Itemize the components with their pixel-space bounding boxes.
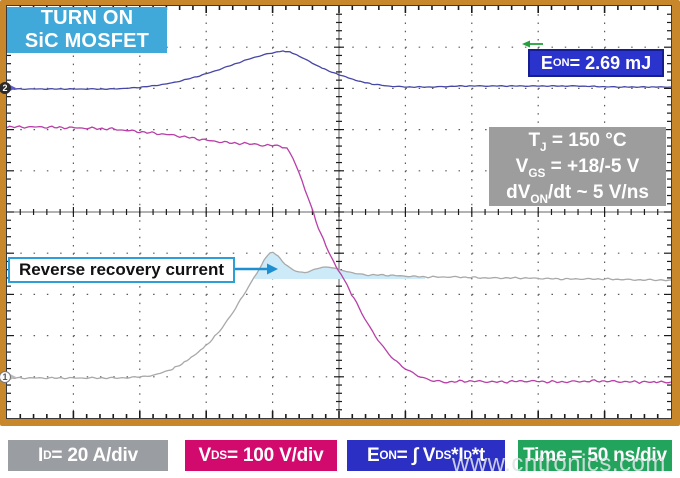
reverse-recovery-area xyxy=(254,252,425,279)
legend-time-scale: Time = 50 ns/div xyxy=(518,440,672,471)
channel-2-marker: 2 xyxy=(0,82,11,94)
trace-vds-voltage xyxy=(7,125,671,385)
watermark: www.cntronics.com xyxy=(452,450,666,477)
channel-1-marker: 1 xyxy=(0,371,11,383)
condition-dvdt: dVON/dt ~ 5 V/ns xyxy=(506,181,649,206)
legend-eon-formula: E ON = ∫ V DS *I D *t xyxy=(347,440,505,471)
eon-readout: E ON = 2.69 mJ xyxy=(528,49,664,77)
annotation-arrow-icon xyxy=(235,263,278,275)
test-conditions-box: TJ = 150 °C VGS = +18/-5 V dVON/dt ~ 5 V… xyxy=(489,127,666,206)
cursor-left-arrow-icon xyxy=(522,40,543,48)
waveform-plot xyxy=(7,6,671,418)
legend-vds-scale: V DS = 100 V/div xyxy=(185,440,337,471)
trace-id-current xyxy=(7,251,671,380)
condition-vgs: VGS = +18/-5 V xyxy=(515,155,640,180)
title-line-1: TURN ON xyxy=(40,7,134,29)
reverse-recovery-label: Reverse recovery current xyxy=(8,257,235,283)
trace-eon-energy xyxy=(7,50,671,91)
title-line-2: SiC MOSFET xyxy=(24,30,150,52)
condition-tj: TJ = 150 °C xyxy=(528,129,627,154)
title-box: TURN ON SiC MOSFET xyxy=(7,7,167,53)
